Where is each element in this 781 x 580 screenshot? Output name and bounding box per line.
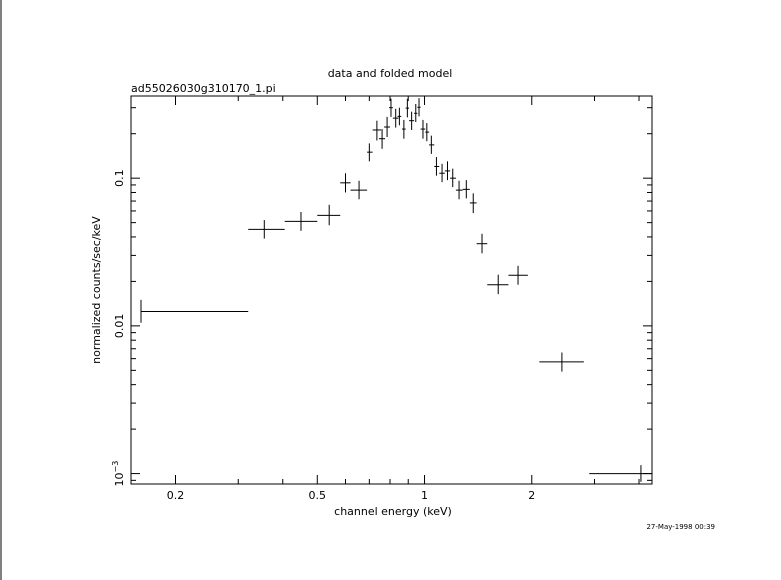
y-axis-ticks: 10−3 0.01 0.1 <box>111 107 652 487</box>
data-point <box>417 98 421 117</box>
data-point <box>405 98 410 118</box>
data-point <box>429 135 435 154</box>
data-point <box>317 204 341 226</box>
data-point <box>450 168 456 188</box>
x-tick-label: 2 <box>528 489 535 502</box>
data-point <box>248 220 285 239</box>
data-point <box>469 193 477 214</box>
data-point <box>476 233 488 254</box>
chart-title: data and folded model <box>328 67 453 80</box>
data-point <box>402 119 406 139</box>
x-axis-label: channel energy (keV) <box>334 505 452 518</box>
data-point <box>340 173 351 193</box>
data-point <box>367 143 373 162</box>
data-point <box>392 108 399 128</box>
data-point <box>439 163 445 183</box>
y-tick-label: 0.01 <box>113 314 126 339</box>
data-point <box>487 274 509 295</box>
data-point <box>539 352 584 372</box>
x-tick-label: 0.2 <box>167 489 185 502</box>
data-point <box>434 157 440 176</box>
data-point <box>589 465 652 482</box>
data-point <box>372 120 382 141</box>
data-point <box>284 212 318 231</box>
data-point <box>462 180 470 199</box>
chart-subtitle: ad55026030g310170_1.pi <box>131 82 276 95</box>
timestamp: 27-May-1998 00:39 <box>646 523 715 531</box>
data-point <box>420 119 426 139</box>
x-tick-label: 0.5 <box>309 489 327 502</box>
data-point <box>414 103 418 123</box>
y-tick-label: 0.1 <box>113 169 126 187</box>
data-point <box>378 129 386 149</box>
y-tick-label: 10−3 <box>111 461 126 487</box>
plot-frame <box>130 95 653 485</box>
data-point <box>455 180 463 200</box>
x-tick-label: 1 <box>421 489 428 502</box>
data-point <box>350 180 368 200</box>
x-axis-ticks: 0.2 0.5 1 2 <box>167 96 640 502</box>
data-point <box>425 123 430 142</box>
data-points <box>140 98 652 482</box>
y-axis-label: normalized counts/sec/keV <box>90 216 103 364</box>
data-point <box>409 111 415 130</box>
data-point <box>444 161 451 181</box>
data-point <box>384 116 391 137</box>
data-point <box>140 299 249 323</box>
data-point <box>389 98 393 117</box>
data-point <box>397 107 402 126</box>
data-point <box>508 265 528 285</box>
